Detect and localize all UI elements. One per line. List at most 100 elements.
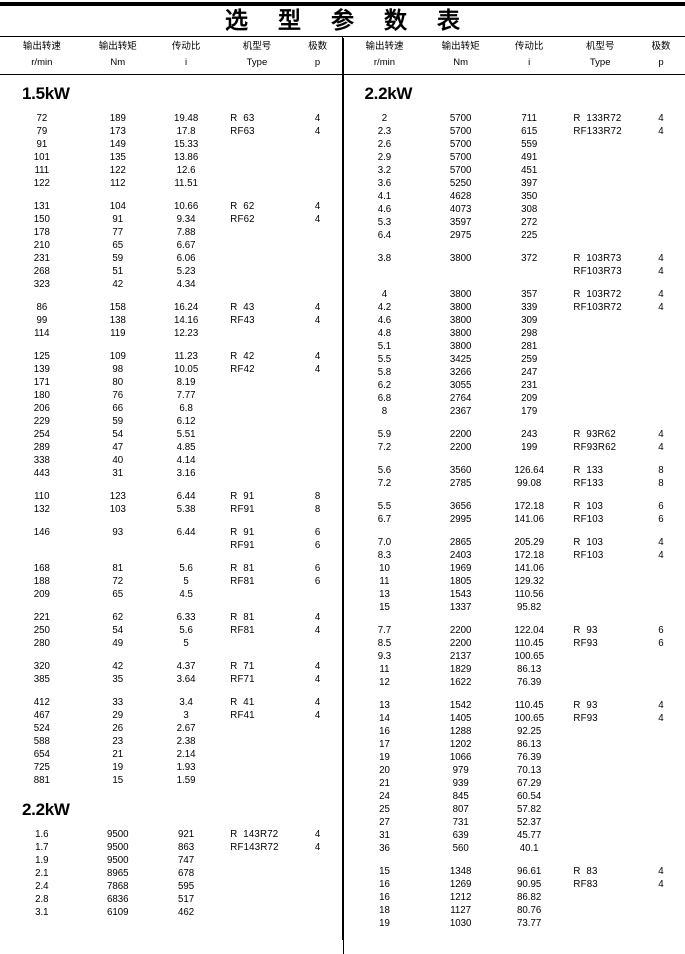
cell-type: RF93R62 (563, 441, 637, 454)
cell-type (563, 777, 637, 790)
cell-poles (294, 177, 342, 190)
cell-type (563, 392, 637, 405)
cell-output-torque: 1829 (426, 663, 495, 676)
header-output-torque-cn: 输出转矩 (84, 39, 152, 55)
cell-poles (294, 588, 342, 601)
cell-output-speed: 72 (0, 112, 84, 125)
cell-output-torque: 29 (84, 709, 152, 722)
cell-type (220, 327, 293, 340)
cell-type (220, 402, 293, 415)
cell-output-speed: 524 (0, 722, 84, 735)
cell-output-speed: 2.4 (0, 880, 84, 893)
cell-type (220, 239, 293, 252)
cell-output-speed: 6.8 (343, 392, 427, 405)
cell-ratio: 40.1 (495, 842, 564, 855)
cell-output-torque: 4073 (426, 203, 495, 216)
cell-ratio: 6.8 (152, 402, 220, 415)
column-header-left: 输出转速 r/min 输出转矩 Nm 传动比 i 机型号 Type 极数 p (0, 37, 343, 74)
cell-poles (637, 725, 685, 738)
cell-poles: 4 (637, 301, 685, 314)
header-output-torque: 输出转矩 Nm (84, 39, 152, 74)
cell-ratio: 6.06 (152, 252, 220, 265)
header-ratio-cn: 传动比 (495, 39, 564, 55)
cell-ratio: 52.37 (495, 816, 564, 829)
cell-output-torque: 23 (84, 735, 152, 748)
cell-ratio: 96.61 (495, 865, 564, 878)
cell-output-torque: 54 (84, 428, 152, 441)
cell-output-torque: 72 (84, 575, 152, 588)
header-output-torque: 输出转矩 Nm (426, 39, 495, 74)
cell-ratio: 73.77 (495, 917, 564, 930)
cell-output-torque: 3800 (426, 301, 495, 314)
cell-output-torque: 42 (84, 278, 152, 291)
cell-type (563, 725, 637, 738)
cell-type: R 103R73 (563, 252, 637, 265)
cell-output-torque: 3800 (426, 252, 495, 265)
cell-poles: 4 (637, 288, 685, 301)
cell-type (563, 917, 637, 930)
cell-poles (637, 562, 685, 575)
cell-output-speed: 4 (343, 288, 427, 301)
cell-output-torque: 47 (84, 441, 152, 454)
cell-poles: 4 (637, 265, 685, 278)
cell-poles: 4 (294, 660, 342, 673)
cell-output-torque: 158 (84, 301, 152, 314)
cell-type (563, 190, 637, 203)
cell-poles (637, 842, 685, 855)
cell-output-torque: 59 (84, 415, 152, 428)
cell-output-speed: 8.5 (343, 637, 427, 650)
cell-output-speed: 5.5 (343, 500, 427, 513)
cell-poles (637, 588, 685, 601)
cell-ratio: 141.06 (495, 513, 564, 526)
cell-output-torque: 6109 (84, 906, 152, 919)
column-header-right: 输出转速 r/min 输出转矩 Nm 传动比 i 机型号 Type 极数 p (343, 37, 685, 74)
cell-output-speed: 24 (343, 790, 427, 803)
cell-poles (294, 415, 342, 428)
cell-output-speed: 5.6 (343, 464, 427, 477)
cell-output-torque: 62 (84, 611, 152, 624)
cell-poles: 4 (637, 549, 685, 562)
cell-output-speed: 125 (0, 350, 84, 363)
cell-output-speed: 289 (0, 441, 84, 454)
cell-ratio: 17.8 (152, 125, 220, 138)
cell-type: R 83 (563, 865, 637, 878)
cell-output-torque: 149 (84, 138, 152, 151)
header-poles: 极数 p (637, 39, 685, 74)
cell-poles (637, 314, 685, 327)
cell-output-speed: 467 (0, 709, 84, 722)
cell-poles (294, 402, 342, 415)
cell-type (563, 842, 637, 855)
cell-output-torque: 7868 (84, 880, 152, 893)
cell-output-torque: 189 (84, 112, 152, 125)
cell-output-speed: 2.6 (343, 138, 427, 151)
cell-ratio: 3.4 (152, 696, 220, 709)
cell-output-speed: 12 (343, 676, 427, 689)
cell-type (220, 252, 293, 265)
power-rating-heading: 2.2kW (343, 81, 685, 112)
cell-output-speed: 5.9 (343, 428, 427, 441)
cell-output-torque (84, 539, 152, 552)
cell-output-speed: 114 (0, 327, 84, 340)
cell-poles (637, 353, 685, 366)
cell-output-torque: 103 (84, 503, 152, 516)
